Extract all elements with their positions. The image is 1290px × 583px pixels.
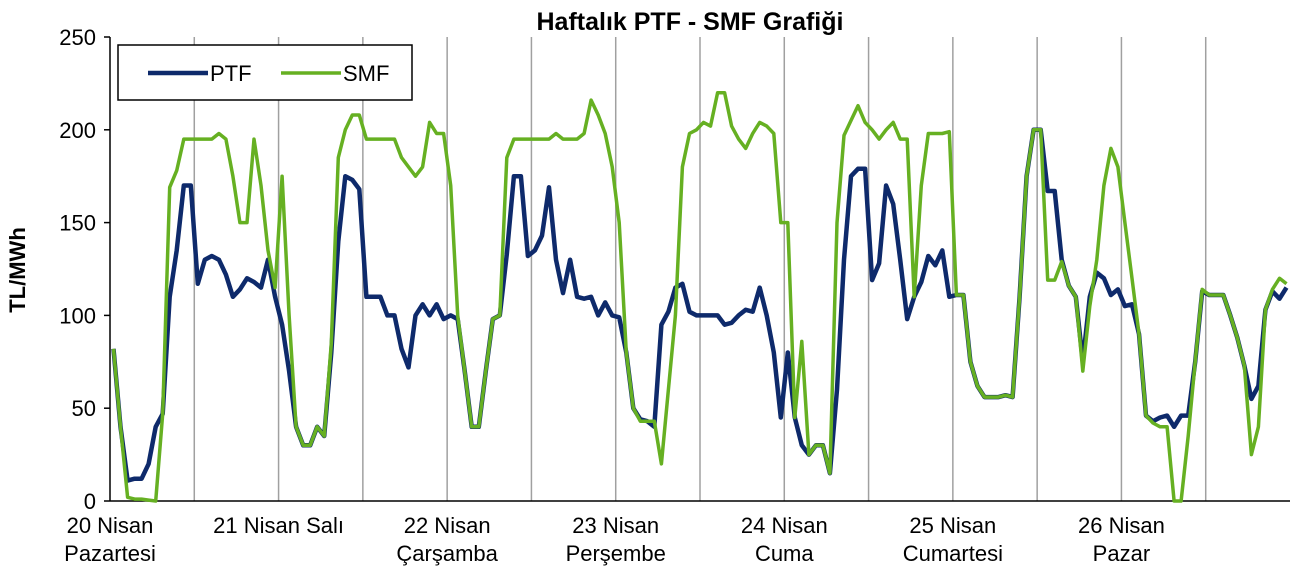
x-tick-label: 20 Nisan Pazartesi xyxy=(64,513,156,566)
y-tick-label: 0 xyxy=(84,489,96,514)
y-tick-label: 100 xyxy=(59,303,96,328)
x-tick-label: 24 Nisan Cuma xyxy=(741,513,828,566)
y-tick-label: 250 xyxy=(59,25,96,50)
x-tick-label: 22 Nisan Çarşamba xyxy=(396,513,498,566)
series-line xyxy=(111,90,1288,503)
y-tick-label: 200 xyxy=(59,118,96,143)
y-axis-label: TL/MWh xyxy=(5,227,30,313)
y-tick-label: 50 xyxy=(72,396,96,421)
x-tick-label: 26 Nisan Pazar xyxy=(1078,513,1165,566)
y-tick-label: 150 xyxy=(59,211,96,236)
x-tick-label: 21 Nisan Salı xyxy=(213,513,344,538)
legend-label: PTF xyxy=(210,61,252,86)
x-tick-label: 23 Nisan Perşembe xyxy=(566,513,666,566)
chart-title: Haftalık PTF - SMF Grafiği xyxy=(537,8,844,36)
legend-label: SMF xyxy=(343,61,389,86)
x-tick-label: 25 Nisan Cumartesi xyxy=(903,513,1003,566)
